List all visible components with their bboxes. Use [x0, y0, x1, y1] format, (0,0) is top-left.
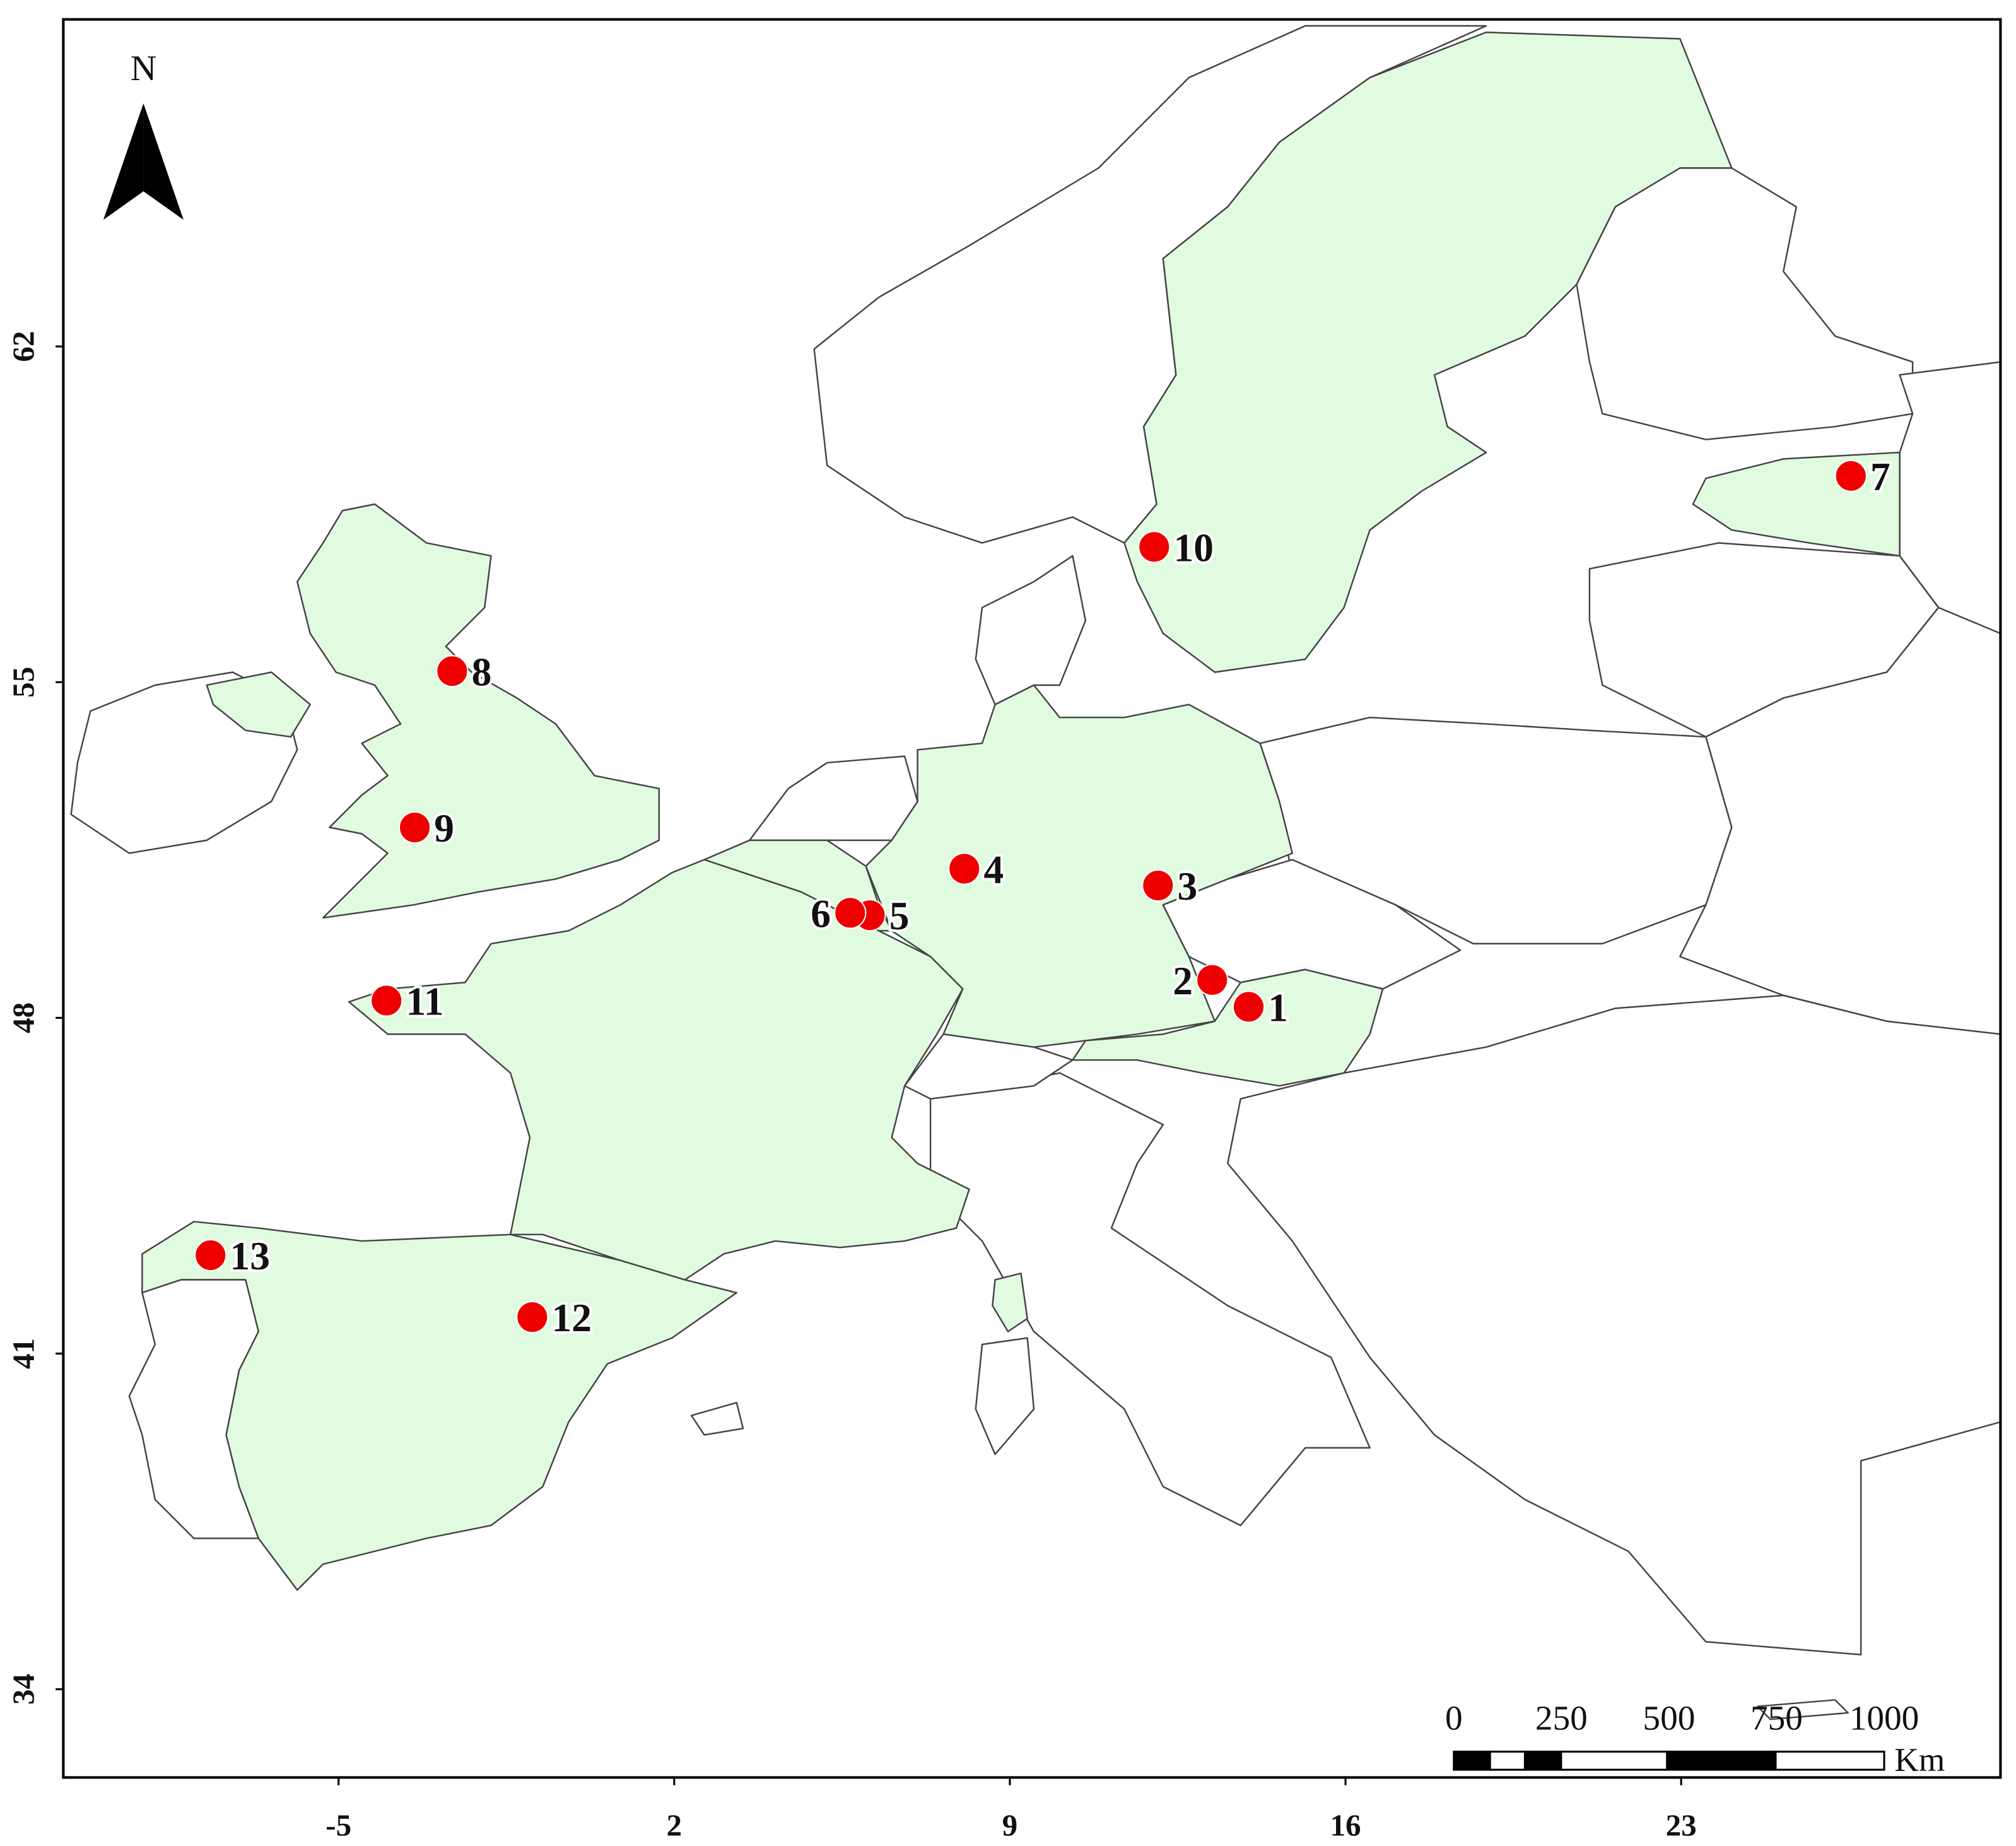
scale-segment [1666, 1750, 1777, 1771]
y-tick-label: 48 [6, 1002, 40, 1033]
y-tick-label: 62 [6, 331, 40, 362]
country [992, 1273, 1028, 1332]
x-tick-label: 16 [1330, 1808, 1361, 1843]
site-point [194, 1238, 227, 1272]
site-label: 1 [1268, 985, 1288, 1030]
scale-segment [1453, 1750, 1491, 1771]
country [1576, 167, 1914, 440]
scale-label: 500 [1643, 1699, 1695, 1737]
scale-label: 1000 [1849, 1699, 1919, 1737]
site-point [1196, 963, 1229, 996]
country [206, 671, 311, 738]
site-point [1834, 459, 1867, 492]
scale-bar [1453, 1750, 1885, 1771]
site-point [516, 1301, 549, 1334]
scale-unit: Km [1894, 1741, 1945, 1778]
site-label: 4 [983, 847, 1004, 891]
basemap [70, 25, 2001, 1720]
site-label: 11 [406, 979, 443, 1024]
site-label: 9 [434, 806, 454, 850]
site-label: 5 [889, 893, 910, 938]
site-label: 8 [472, 649, 492, 694]
x-tick-label: -5 [325, 1808, 351, 1843]
country [1072, 968, 1384, 1087]
country [975, 555, 1087, 705]
country [749, 755, 918, 842]
scale-segment [1523, 1750, 1562, 1771]
site-point [436, 655, 469, 688]
country [1757, 1699, 1849, 1720]
x-tick-label: 23 [1666, 1808, 1697, 1843]
scale-segment [1774, 1750, 1885, 1771]
country [1227, 994, 2001, 1655]
site-label: 13 [230, 1233, 269, 1278]
scale-label: 250 [1535, 1699, 1588, 1737]
scale-label: 0 [1445, 1699, 1463, 1737]
country [975, 1337, 1035, 1455]
scale-label: 750 [1750, 1699, 1803, 1737]
y-tick-label: 41 [6, 1338, 40, 1369]
site-label: 6 [811, 891, 831, 936]
arrow-right [143, 103, 184, 220]
country [128, 1279, 259, 1539]
site-point [834, 897, 867, 929]
site-point [398, 811, 431, 844]
x-tick-label: 2 [667, 1808, 683, 1843]
site-label: 2 [1173, 958, 1193, 1003]
site-label: 3 [1178, 864, 1198, 908]
y-tick-label: 55 [6, 667, 40, 698]
site-point [1138, 531, 1171, 563]
country [296, 503, 660, 919]
site-label: 12 [552, 1295, 592, 1340]
country [690, 1401, 744, 1436]
site-point [370, 984, 403, 1017]
site-label: 10 [1173, 525, 1213, 570]
country [1692, 451, 1901, 557]
y-tick-label: 34 [6, 1674, 40, 1705]
scale-segment [1560, 1750, 1668, 1771]
north-label: N [131, 49, 156, 88]
map-frame [62, 18, 2002, 1779]
arrow-left [103, 103, 144, 220]
x-tick-label: 9 [1002, 1808, 1018, 1843]
site-point [1142, 869, 1175, 902]
scale-segment [1489, 1750, 1527, 1771]
site-point [1232, 991, 1265, 1023]
site-label: 7 [1870, 454, 1890, 499]
site-point [948, 852, 981, 885]
north-arrow: N [103, 49, 184, 220]
